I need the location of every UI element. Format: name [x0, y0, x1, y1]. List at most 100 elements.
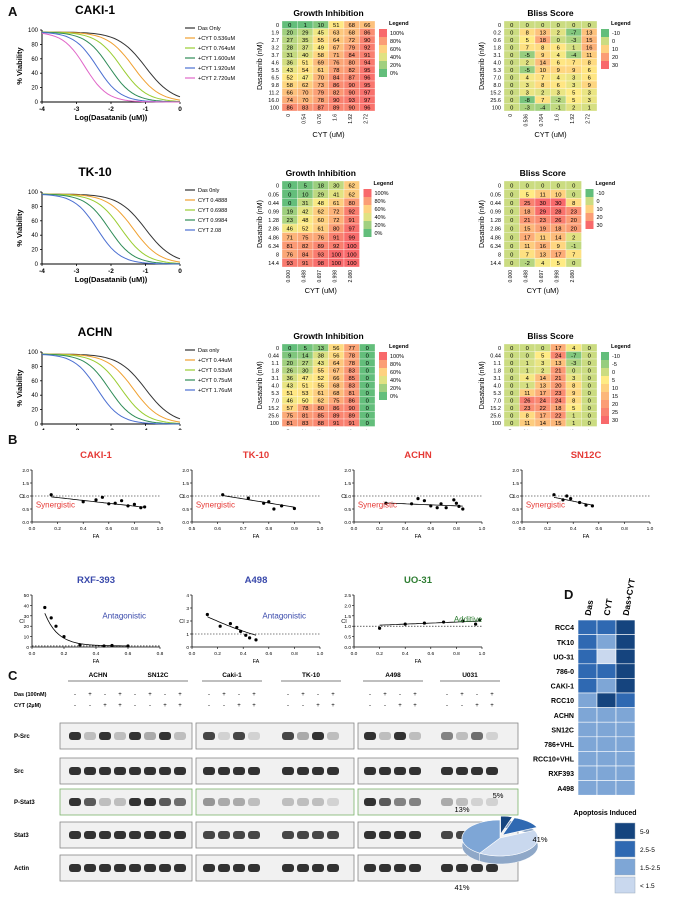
- heatmap-value: 0: [588, 361, 591, 367]
- heatmap-row-label: 9.8: [271, 83, 279, 89]
- ci-data-point: [552, 493, 556, 497]
- western-band: [203, 831, 215, 839]
- heatmap-value: 9: [588, 83, 591, 89]
- western-band: [114, 798, 126, 806]
- ci-x-tick-label: 0.8: [291, 651, 298, 657]
- heatmap-value: 0: [572, 23, 575, 29]
- heatmap-row-label: 15.2: [268, 406, 279, 412]
- heatmap-title: Bliss Score: [527, 331, 574, 341]
- treatment-sign: -: [89, 703, 91, 709]
- heatmap-value: 8: [572, 201, 575, 207]
- ci-y-tick-label: 0.0: [512, 520, 519, 526]
- western-band: [312, 831, 324, 839]
- apoptosis-column-label: Das+CYT: [621, 577, 638, 617]
- western-band: [129, 831, 141, 839]
- treatment-sign: +: [490, 703, 494, 709]
- western-band: [379, 732, 391, 740]
- heatmap-value: 0: [366, 346, 369, 352]
- heatmap-value: 86: [333, 83, 339, 89]
- heatmap-value: 81: [302, 413, 308, 419]
- ci-interaction-label: Antagonistic: [262, 611, 306, 620]
- heatmap-value: 4: [541, 261, 545, 267]
- western-band: [456, 864, 468, 872]
- western-band: [233, 798, 245, 806]
- heatmap-value: 42: [302, 210, 308, 216]
- legend-color-box: [363, 205, 372, 213]
- heatmap-row-label: 14.4: [268, 261, 279, 267]
- heatmap-row-label: 2.86: [268, 227, 279, 233]
- heatmap-value: 0: [510, 261, 513, 267]
- y-tick-label: 20: [31, 86, 38, 92]
- heatmap-value: 17: [540, 413, 546, 419]
- heatmap-value: 5: [541, 353, 544, 359]
- heatmap-value: 0: [366, 421, 369, 427]
- heatmap-value: 68: [333, 391, 339, 397]
- western-band: [248, 831, 260, 839]
- dose-response-curve: [42, 193, 181, 263]
- ci-y-title: CI: [19, 619, 25, 625]
- apoptosis-cell: [596, 765, 617, 781]
- heatmap-y-title: Dasatanib (nM): [479, 200, 486, 248]
- treatment-sign: -: [74, 703, 76, 709]
- ci-data-point: [239, 629, 243, 633]
- ci-x-tick-label: 0.8: [265, 526, 272, 532]
- heatmap-row-label: 8.0: [493, 83, 501, 89]
- heatmap-value: 1: [526, 383, 529, 389]
- heatmap-value: 0: [526, 353, 529, 359]
- heatmap-value: 15: [524, 227, 530, 233]
- heatmap-col-label: 3.04: [363, 429, 369, 430]
- ci-data-point: [110, 643, 114, 648]
- treatment-sign: -: [384, 703, 386, 709]
- heatmap-value: 0: [510, 38, 513, 44]
- legend-value: -10: [612, 31, 620, 37]
- treatment-sign: -: [104, 692, 106, 698]
- western-band: [364, 767, 376, 775]
- dose-response-curve: [42, 31, 181, 103]
- heatmap-value: 89: [333, 105, 339, 111]
- heatmap-value: 62: [349, 192, 355, 198]
- apoptosis-pie-chart: 5% 13% 41% 41%: [454, 791, 547, 892]
- heatmap-col-label: 0.998: [332, 270, 338, 283]
- ci-x-tick-label: 0.2: [61, 651, 68, 657]
- heatmap-value: 62: [302, 83, 308, 89]
- dose-response-curve: [41, 353, 181, 424]
- heatmap-value: 80: [349, 201, 355, 207]
- ci-x-title: FA: [93, 659, 100, 665]
- legend-value: 40%: [390, 378, 401, 384]
- heatmap-value: 51: [302, 383, 308, 389]
- heatmap-value: -4: [540, 105, 546, 111]
- heatmap-row-label: 100: [270, 421, 279, 427]
- western-band: [69, 831, 81, 839]
- heatmap-value: 5: [557, 261, 560, 267]
- heatmap-value: -5: [525, 68, 530, 74]
- heatmap-value: 31: [302, 201, 308, 207]
- heatmap-value: 91: [349, 421, 355, 427]
- heatmap-value: 5: [572, 406, 575, 412]
- western-band: [248, 864, 260, 872]
- heatmap-col-label: 0.754: [554, 429, 560, 430]
- heatmap-value: 0: [510, 23, 513, 29]
- legend-label: +CYT 1.600uM: [198, 56, 235, 62]
- heatmap-col-label: 1.76: [348, 429, 354, 430]
- ci-x-tick-label: 0.9: [291, 526, 298, 532]
- heatmap-value: 73: [318, 83, 324, 89]
- heatmap-cell: [359, 103, 376, 112]
- legend-value: 30: [597, 223, 603, 229]
- heatmap-col-label: 0.000: [286, 270, 292, 283]
- western-band: [409, 767, 421, 775]
- western-band: [174, 831, 186, 839]
- y-axis-title: % Viability: [15, 46, 24, 84]
- ci-y-tick-label: 0: [186, 645, 189, 651]
- ci-fit-curve: [385, 502, 463, 507]
- heatmap-row-label: 100: [270, 105, 279, 111]
- heatmap-value: 100: [347, 253, 357, 259]
- legend-label: Das Only: [198, 26, 221, 32]
- pie-slice: [461, 819, 501, 854]
- western-band: [441, 831, 453, 839]
- heatmap-value: 0: [572, 184, 575, 190]
- ci-data-point: [139, 506, 143, 510]
- heatmap-cell: [343, 258, 360, 268]
- heatmap-value: 80: [318, 406, 324, 412]
- western-band: [203, 864, 215, 872]
